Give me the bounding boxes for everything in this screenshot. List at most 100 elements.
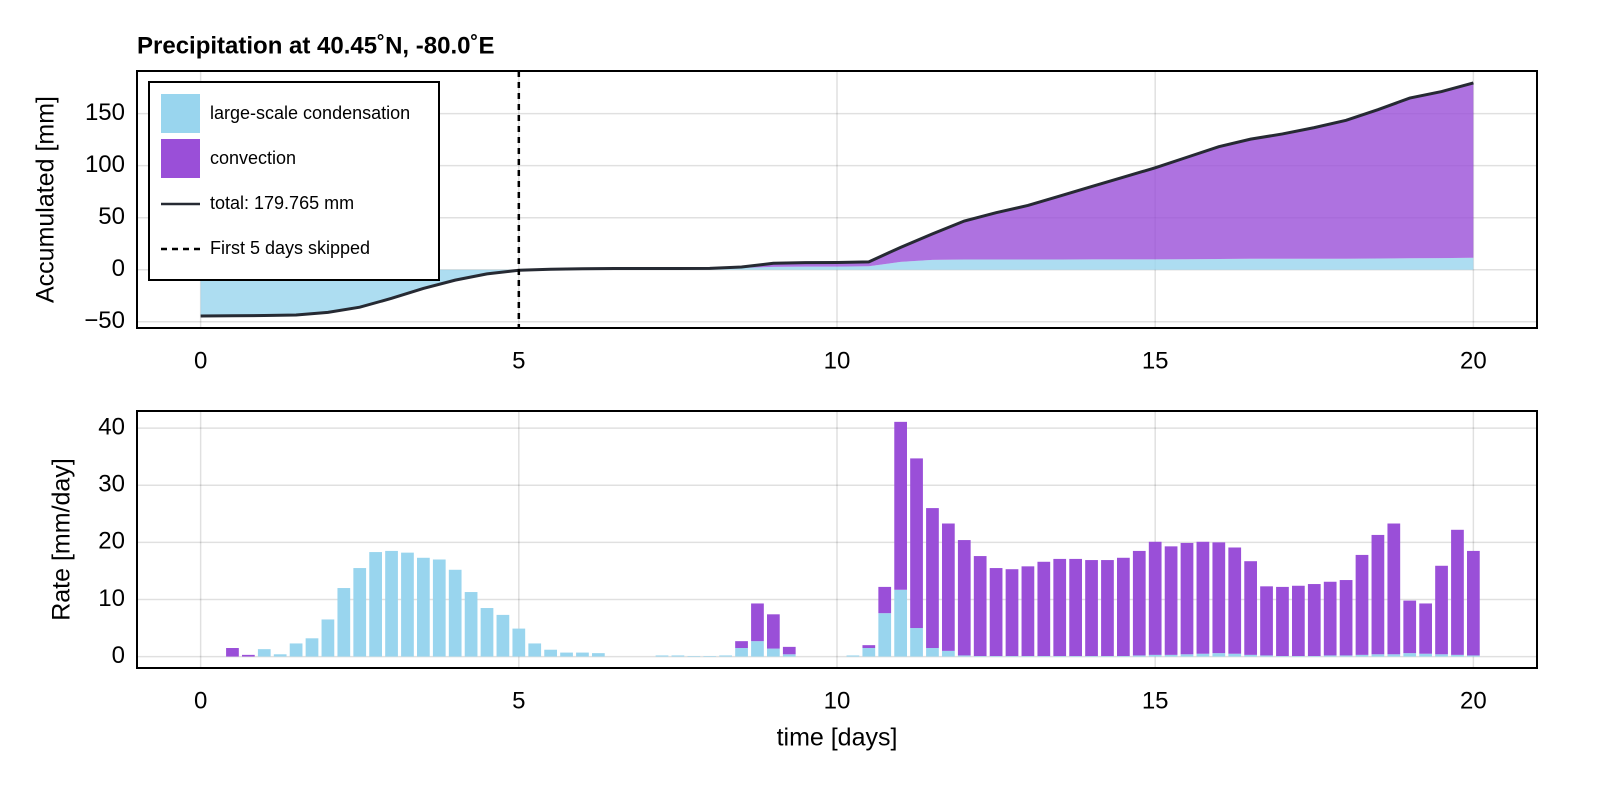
bar xyxy=(305,638,319,657)
bar xyxy=(1276,656,1289,657)
legend-label: total: 179.765 mm xyxy=(210,193,354,213)
bar xyxy=(782,654,796,657)
bar xyxy=(576,652,589,657)
bar xyxy=(1180,654,1194,657)
x-tick-label: 10 xyxy=(824,687,851,714)
y-tick-label: 10 xyxy=(98,585,125,612)
bar xyxy=(1371,654,1385,657)
bar xyxy=(1228,653,1242,657)
bar xyxy=(1132,550,1146,656)
legend-swatch xyxy=(161,139,200,178)
legend: large-scale condensation convection total:… xyxy=(148,81,440,281)
y-tick-label: −50 xyxy=(84,307,125,334)
bar xyxy=(1435,565,1448,655)
bar xyxy=(1053,656,1067,657)
x-axis-label: time [days] xyxy=(777,724,898,752)
bar xyxy=(1387,654,1401,657)
bar xyxy=(1467,550,1480,656)
x-tick-label: 5 xyxy=(512,687,525,714)
bar xyxy=(1371,534,1385,655)
bar xyxy=(1467,655,1480,657)
y-tick-label: 100 xyxy=(85,151,125,178)
bar xyxy=(464,592,478,657)
bar xyxy=(1403,600,1417,654)
total-line xyxy=(200,81,1474,318)
area xyxy=(200,82,1474,317)
x-tick-label: 5 xyxy=(512,347,525,374)
bar xyxy=(1355,554,1369,655)
bar xyxy=(1148,541,1162,655)
bar xyxy=(1085,560,1098,657)
bar xyxy=(528,643,542,657)
x-tick-label: 0 xyxy=(194,687,207,714)
bar xyxy=(973,656,987,657)
bar xyxy=(1451,529,1464,655)
y-tick-label: 0 xyxy=(112,642,125,669)
bar xyxy=(242,654,255,657)
bar xyxy=(337,588,351,657)
bar xyxy=(369,552,382,657)
bar xyxy=(1196,541,1210,654)
bar xyxy=(1403,653,1417,657)
y-axis-label: Rate [mm/day] xyxy=(48,458,76,621)
y-tick-label: 0 xyxy=(112,255,125,282)
bar xyxy=(1323,581,1337,656)
bar xyxy=(1212,542,1226,654)
bar xyxy=(592,653,605,657)
bar xyxy=(989,568,1003,657)
bar xyxy=(432,559,446,657)
bar xyxy=(512,628,526,657)
x-tick-label: 20 xyxy=(1460,687,1487,714)
bar xyxy=(973,556,987,657)
bar xyxy=(1021,656,1035,657)
y-tick-label: 150 xyxy=(85,99,125,126)
bar xyxy=(926,508,939,649)
x-tick-label: 15 xyxy=(1142,347,1169,374)
bar xyxy=(703,656,717,657)
bar xyxy=(289,643,303,657)
bar xyxy=(767,614,780,649)
y-tick-label: 20 xyxy=(98,528,125,555)
bar xyxy=(1021,566,1035,657)
bar xyxy=(1260,655,1273,657)
bar xyxy=(751,641,764,657)
legend-label: convection xyxy=(210,148,296,168)
bar xyxy=(1292,585,1305,657)
bar xyxy=(878,586,892,614)
bar xyxy=(448,569,462,657)
x-tick-label: 10 xyxy=(824,347,851,374)
plot-frame xyxy=(136,70,1538,329)
bar xyxy=(735,648,748,657)
bar xyxy=(257,649,271,657)
bar xyxy=(894,421,907,590)
bar xyxy=(671,655,685,657)
plot-frame xyxy=(136,410,1538,669)
legend-swatch xyxy=(161,94,200,133)
bar xyxy=(496,614,510,657)
bar xyxy=(846,655,860,657)
bar xyxy=(544,649,557,657)
bar xyxy=(560,652,573,657)
bar xyxy=(1005,569,1019,657)
bar xyxy=(1101,656,1114,657)
bar xyxy=(1307,656,1321,657)
bar xyxy=(926,648,939,657)
bar xyxy=(1451,654,1464,657)
bar xyxy=(767,648,780,657)
bar xyxy=(1339,655,1353,657)
x-tick-label: 20 xyxy=(1460,347,1487,374)
bar xyxy=(910,458,923,629)
bar xyxy=(1244,561,1257,655)
bar xyxy=(1419,603,1432,654)
bar xyxy=(1117,557,1130,657)
bar xyxy=(655,655,669,657)
x-tick-label: 15 xyxy=(1142,687,1169,714)
y-tick-label: 40 xyxy=(98,413,125,440)
bar xyxy=(1292,656,1305,657)
bar xyxy=(1037,656,1051,657)
bar xyxy=(1069,558,1082,657)
bar xyxy=(385,550,398,657)
bar xyxy=(1228,547,1242,654)
bar xyxy=(1212,653,1226,657)
